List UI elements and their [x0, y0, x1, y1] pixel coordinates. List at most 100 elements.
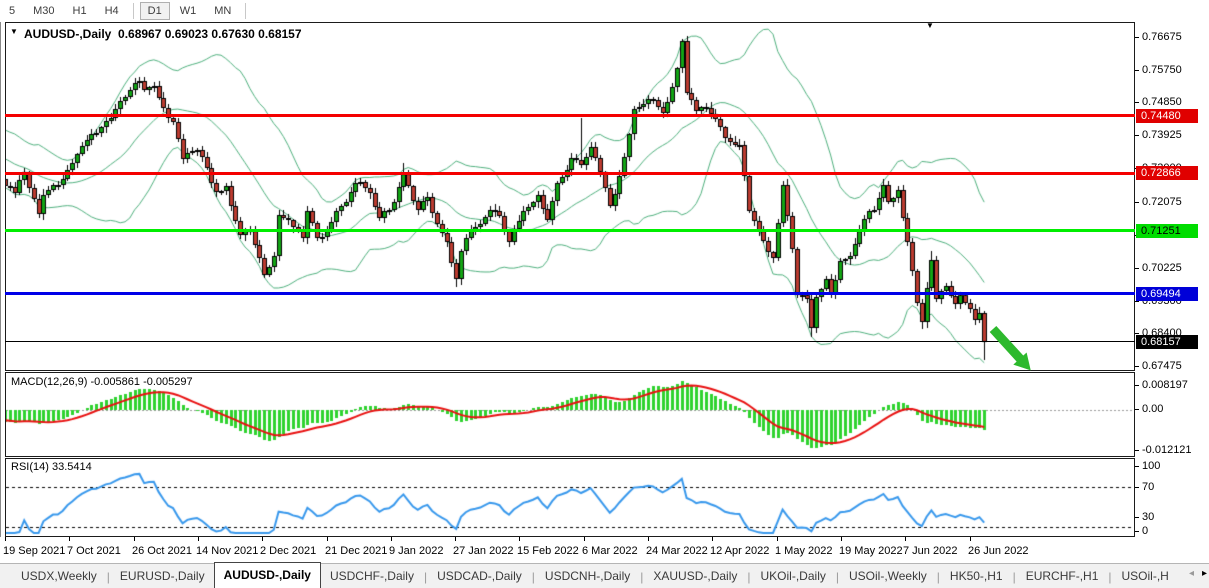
chart-title: AUDUSD-,Daily 0.68967 0.69023 0.67630 0.…	[24, 27, 302, 41]
time-axis-label: 1 May 2022	[775, 545, 833, 557]
time-axis-tick	[391, 537, 392, 541]
price-chart-canvas[interactable]	[6, 23, 1134, 370]
time-axis-tick	[970, 537, 971, 541]
indicator-axis-label: 30	[1142, 511, 1155, 523]
price-axis[interactable]: 0.766750.757500.748500.739250.730000.720…	[1135, 22, 1209, 560]
rsi-canvas[interactable]	[6, 459, 1134, 536]
time-axis-tick	[841, 537, 842, 541]
indicator-axis-tick	[1135, 450, 1139, 451]
timeframe-button-mn[interactable]: MN	[214, 5, 232, 17]
timeframe-button-m30[interactable]: M30	[33, 5, 55, 17]
indicator-axis-tick	[1135, 385, 1139, 386]
time-axis-label: 6 Mar 2022	[582, 545, 638, 557]
time-axis[interactable]: 19 Sep 2021 7 Oct 2021 26 Oct 2021 14 Nov 2…	[0, 537, 1135, 563]
tab-usdcad-daily[interactable]: USDCAD-,Daily	[437, 569, 522, 583]
indicator-axis-label: 0.008197	[1142, 379, 1188, 391]
time-axis-label: 2 Dec 2021	[260, 545, 317, 557]
time-axis-label: 12 Apr 2022	[710, 545, 770, 557]
indicator-axis-label: 100	[1142, 460, 1161, 472]
horizontal-level-line[interactable]	[5, 172, 1135, 175]
horizontal-level-line[interactable]	[5, 229, 1135, 232]
rsi-indicator-label: RSI(14) 33.5414	[11, 461, 92, 473]
tab-separator: |	[1012, 569, 1016, 584]
price-level-badge: 0.71251	[1136, 223, 1198, 238]
tab-audusd-daily[interactable]: AUDUSD-,Daily	[213, 562, 321, 588]
tab-separator: |	[423, 569, 428, 584]
tab-scroll-left-icon[interactable]: ◂	[1188, 568, 1194, 579]
macd-indicator-label: MACD(12,26,9) -0.005861 -0.005297	[11, 376, 193, 388]
indicator-axis-label: 0	[1142, 525, 1149, 537]
timeframe-button-h1[interactable]: H1	[72, 5, 87, 17]
tab-eurusd-daily[interactable]: EURUSD-,Daily	[119, 569, 205, 583]
tab-usoil-h[interactable]: USOil-,H	[1121, 569, 1169, 583]
timeframe-button-5[interactable]: 5	[9, 5, 16, 17]
time-axis-label: 21 Dec 2021	[325, 545, 388, 557]
tab-separator: |	[106, 569, 110, 584]
tab-ukoil-daily[interactable]: UKOil-,Daily	[760, 569, 826, 583]
time-axis-tick	[5, 537, 6, 541]
time-axis-label: 14 Nov 2021	[196, 545, 259, 557]
time-axis-label: 9 Jan 2022	[389, 545, 444, 557]
time-axis-label: 26 Oct 2021	[132, 545, 192, 557]
tab-scroll-right-icon[interactable]: ▸	[1201, 568, 1207, 579]
horizontal-level-line[interactable]	[5, 292, 1135, 295]
price-axis-label: 0.74850	[1142, 96, 1182, 109]
time-axis-tick	[327, 537, 328, 541]
time-axis-tick	[262, 537, 263, 541]
price-level-badge: 0.69494	[1136, 286, 1198, 301]
tab-eurchf-h1[interactable]: EURCHF-,H1	[1025, 569, 1099, 583]
price-level-badge: 0.68157	[1136, 334, 1198, 349]
time-axis-label: 27 Jan 2022	[453, 545, 514, 557]
price-axis-tick	[1135, 366, 1139, 368]
tab-separator: |	[936, 569, 940, 584]
price-axis-tick	[1135, 135, 1139, 137]
time-axis-label: 7 Oct 2021	[67, 545, 121, 557]
tab-separator: |	[640, 569, 644, 584]
time-axis-label: 19 Sep 2021	[3, 545, 66, 557]
tab-xauusd-daily[interactable]: XAUUSD-,Daily	[653, 569, 738, 583]
price-axis-label: 0.76675	[1142, 31, 1182, 43]
price-shift-marker-icon[interactable]: ▼	[926, 21, 934, 30]
time-axis-tick	[777, 537, 778, 541]
tab-hk50-h1[interactable]: HK50-,H1	[949, 569, 1003, 583]
price-axis-label: 0.70225	[1142, 261, 1182, 274]
indicator-axis-label: 0.00	[1142, 403, 1164, 415]
horizontal-level-line[interactable]	[5, 114, 1135, 117]
time-axis-label: 24 Mar 2022	[646, 545, 708, 557]
price-axis-tick	[1135, 300, 1139, 302]
price-axis-tick	[1135, 102, 1139, 104]
price-axis-tick	[1135, 267, 1139, 269]
time-axis-label: 26 Jun 2022	[968, 545, 1029, 557]
timeframe-button-d1[interactable]: D1	[139, 2, 170, 20]
indicator-axis-label: 70	[1142, 481, 1155, 493]
tab-usdcnh-daily[interactable]: USDCNH-,Daily	[544, 569, 631, 583]
price-axis-tick	[1135, 70, 1139, 72]
indicator-axis-label: -0.012121	[1142, 444, 1192, 456]
tab-usdx-weekly[interactable]: USDX,Weekly	[21, 569, 97, 583]
price-axis-label: 0.73925	[1142, 129, 1182, 142]
macd-canvas[interactable]	[6, 373, 1134, 456]
toolbar-divider	[245, 3, 247, 19]
timeframe-button-w1[interactable]: W1	[179, 5, 197, 17]
chart-menu-caret-icon[interactable]: ▼	[10, 27, 18, 36]
price-axis-tick	[1135, 37, 1139, 38]
price-chart-panel	[5, 22, 1135, 371]
tab-separator: |	[1108, 569, 1112, 584]
tab-scroll-arrows: ◂ ▸	[1189, 568, 1207, 579]
timeframe-toolbar: 5 M30 H1 H4 D1 W1 MN	[0, 0, 1209, 22]
time-axis-label: 7 Jun 2022	[903, 545, 958, 557]
tab-separator: |	[531, 569, 535, 584]
timeframe-button-h4[interactable]: H4	[104, 5, 119, 17]
time-axis-tick	[69, 537, 70, 541]
time-axis-tick	[455, 537, 456, 541]
horizontal-level-line[interactable]	[5, 341, 1135, 342]
rsi-panel	[5, 458, 1135, 537]
time-axis-tick	[198, 537, 199, 541]
tab-usoil-weekly[interactable]: USOil-,Weekly	[848, 569, 927, 583]
price-axis-tick	[1135, 201, 1139, 203]
time-axis-tick	[712, 537, 713, 541]
tab-usdchf-daily[interactable]: USDCHF-,Daily	[329, 569, 414, 583]
time-axis-tick	[584, 537, 585, 541]
time-axis-tick	[134, 537, 135, 541]
